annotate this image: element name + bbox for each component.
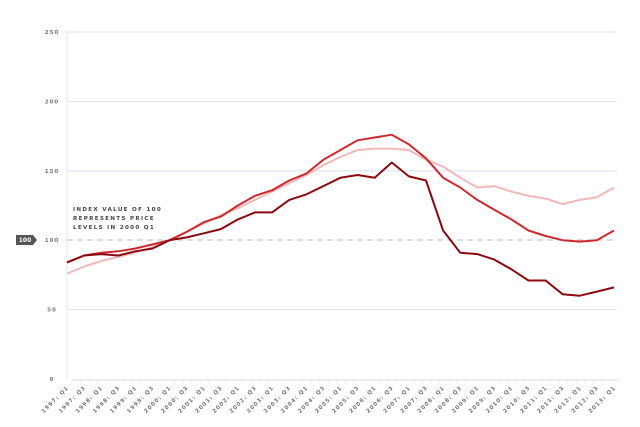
y-tick-label: 250 [45,30,59,36]
annotation-line-3: LEVELS IN 2000 Q1 [73,225,155,231]
y-tick-label: 0 [50,377,55,383]
y-tick-label: 50 [47,308,57,314]
annotation-line-1: INDEX VALUE OF 100 [73,207,162,213]
y-axis-ticks: 0 50 100 150 200 250 [45,30,59,383]
reference-label: 100 [19,237,32,244]
gridlines [67,31,617,311]
series-line-medium [66,133,615,264]
y-tick-label: 150 [45,169,59,175]
series-lines [66,133,615,297]
y-tick-label: 200 [45,99,59,105]
reference-badge: 100 [16,235,37,245]
annotation-line-2: REPRESENTS PRICE [73,216,155,222]
y-tick-label: 100 [45,238,59,244]
annotation: INDEX VALUE OF 100 REPRESENTS PRICE LEVE… [73,207,162,231]
series-line-dark [66,161,615,297]
